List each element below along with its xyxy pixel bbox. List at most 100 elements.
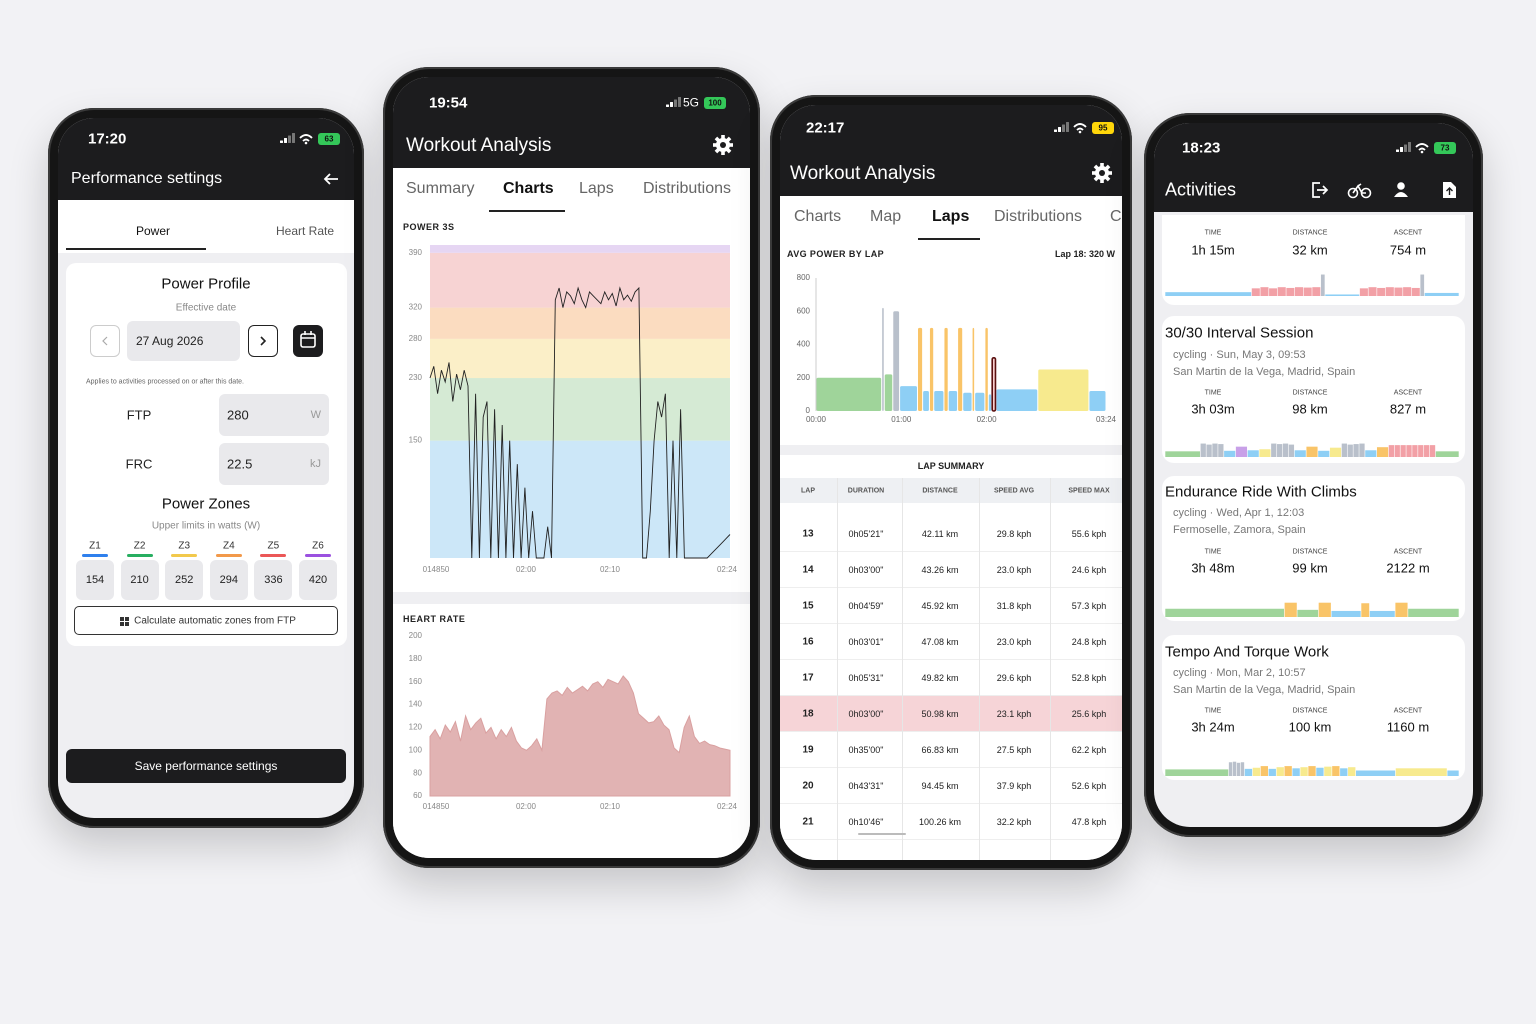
zone-value: 336 [264,574,283,586]
table-cell: 0h05'31" [848,673,884,683]
stat-label: DISTANCE [1292,389,1328,397]
save-button[interactable] [66,749,346,783]
tab[interactable]: Charts [503,180,554,197]
input-field[interactable] [219,394,329,436]
table-cell: 23.1 kph [996,709,1032,719]
stat-label: TIME [1204,707,1222,715]
activity-card[interactable] [1162,215,1465,305]
zone-input[interactable] [299,560,337,600]
next-date-button[interactable] [248,325,278,357]
tab-indicator [489,210,565,212]
table-cell: 29.6 kph [996,673,1032,683]
status-time: 17:20 [88,130,127,148]
input-field[interactable] [219,443,329,485]
tab[interactable]: Distributions [643,180,732,197]
zone-input[interactable] [165,560,204,600]
table-cell: 29.8 kph [996,529,1032,539]
table-cell: 23.0 kph [996,637,1032,647]
app-header [58,118,354,200]
selection-label: Lap 18: 320 W [1054,249,1115,259]
tab[interactable]: Laps [932,208,970,225]
stat-label: DISTANCE [1292,548,1328,556]
tab[interactable]: Laps [579,180,614,197]
table-cell: 13 [802,528,814,540]
tab[interactable]: Heart Rate [276,224,335,238]
screen-title: Workout Analysis [406,135,552,156]
activity-location: San Martin de la Vega, Madrid, Spain [1173,684,1356,696]
date-field[interactable] [127,321,240,361]
table-cell: 15 [802,600,814,612]
stat-value: 827 m [1389,401,1427,417]
zone-color [126,554,153,557]
tab[interactable]: Power [136,224,171,238]
table-row[interactable] [780,588,1122,624]
field-label: Upper limits in watts (W) [151,520,261,532]
zone-name: Z6 [312,540,324,552]
tab[interactable]: Map [870,208,902,225]
tab[interactable]: Distributions [994,208,1083,225]
stat-label: TIME [1204,548,1222,556]
table-row[interactable] [780,732,1122,768]
field-label: Effective date [175,302,237,314]
tab[interactable]: C [1110,208,1122,225]
table-cell: 0h35'00" [848,745,884,755]
zone-input[interactable] [76,560,114,600]
calendar-button[interactable] [293,325,323,357]
screen: 17:20 63 Performance settings Power Heart Ra… [58,118,354,818]
stat-value: 100 km [1288,719,1332,735]
app-header [780,105,1122,196]
screen-title: Performance settings [71,170,223,187]
stat-label: DISTANCE [1292,229,1328,237]
table-row[interactable] [780,516,1122,552]
status-time: 22:17 [806,119,845,137]
table-cell: 14 [802,564,814,576]
tab[interactable]: Summary [406,180,475,197]
table-cell: 52.8 kph [1071,673,1107,683]
field-label: FRC [125,456,153,472]
table-cell: 42.11 km [921,529,959,539]
table-row[interactable] [780,624,1122,660]
table-cell: 32.2 kph [996,817,1032,827]
table-cell: 25.6 kph [1071,709,1107,719]
column-header: SPEED MAX [1068,487,1110,495]
field-label: FTP [126,407,152,423]
zone-input[interactable] [254,560,293,600]
prev-date-button[interactable] [90,325,120,357]
section-title: Power Zones [161,495,251,513]
table-cell: 47.08 km [921,637,959,647]
activity-card[interactable] [1162,635,1465,780]
table-row[interactable] [780,660,1122,696]
table-cell: 45.92 km [921,601,959,611]
zone-name: Z1 [89,540,101,552]
table-cell: 57.3 kph [1071,601,1107,611]
table-cell: 94.45 km [921,781,959,791]
table-cell: 0h03'00" [848,709,884,719]
chart-card [780,240,1122,445]
activity-location: San Martin de la Vega, Madrid, Spain [1173,366,1356,378]
activity-card[interactable] [1162,316,1465,463]
table-row[interactable] [780,768,1122,804]
activity-card[interactable] [1162,476,1465,621]
stat-value: 754 m [1389,242,1427,258]
zone-input[interactable] [120,560,159,600]
table-cell: 16 [802,636,814,648]
table-cell: 49.82 km [921,673,959,683]
table-cell: 18 [802,708,814,720]
phone: 18:23 73 Activities TIME 1h 15m DISTANCE 32 km… [1144,113,1483,837]
table-cell: 24.6 kph [1071,565,1107,575]
stat-value: 1h 15m [1191,242,1235,258]
zone-input[interactable] [209,560,248,600]
zone-value: 420 [308,574,328,586]
column-header: LAP [801,487,815,495]
stat-value: 3h 03m [1191,401,1235,417]
zone-name: Z2 [133,540,146,552]
status-time: 19:54 [429,94,468,112]
input-value: 22.5 [227,456,253,472]
calc-zones-button[interactable] [74,606,338,635]
table-cell: 20 [802,780,814,792]
phone: 17:20 63 Performance settings Power Heart Ra… [48,108,364,828]
column-divider [1050,478,1051,860]
table-row[interactable] [780,552,1122,588]
table-row[interactable] [780,804,1122,840]
tab[interactable]: Charts [794,208,842,225]
